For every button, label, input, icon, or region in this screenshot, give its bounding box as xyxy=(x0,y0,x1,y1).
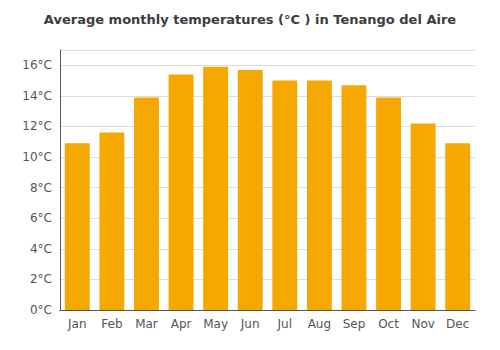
svg-text:12°C: 12°C xyxy=(22,119,52,133)
svg-text:6°C: 6°C xyxy=(30,211,52,225)
svg-text:Oct: Oct xyxy=(378,317,399,331)
svg-text:Dec: Dec xyxy=(446,317,469,331)
svg-text:Jul: Jul xyxy=(277,317,292,331)
svg-text:Aug: Aug xyxy=(308,317,331,331)
svg-text:4°C: 4°C xyxy=(30,242,52,256)
svg-text:8°C: 8°C xyxy=(30,181,52,195)
svg-text:Sep: Sep xyxy=(343,317,366,331)
svg-text:10°C: 10°C xyxy=(22,150,52,164)
svg-text:16°C: 16°C xyxy=(22,58,52,72)
svg-text:Average monthly temperatures (: Average monthly temperatures (°C ) in Te… xyxy=(44,12,456,27)
svg-text:Apr: Apr xyxy=(171,317,192,331)
svg-text:Mar: Mar xyxy=(135,317,158,331)
svg-text:Jun: Jun xyxy=(240,317,260,331)
svg-text:May: May xyxy=(203,317,228,331)
svg-text:2°C: 2°C xyxy=(30,272,52,286)
svg-text:Nov: Nov xyxy=(411,317,434,331)
svg-text:Feb: Feb xyxy=(101,317,122,331)
svg-text:14°C: 14°C xyxy=(22,89,52,103)
svg-text:0°C: 0°C xyxy=(30,303,52,317)
svg-text:Jan: Jan xyxy=(67,317,87,331)
